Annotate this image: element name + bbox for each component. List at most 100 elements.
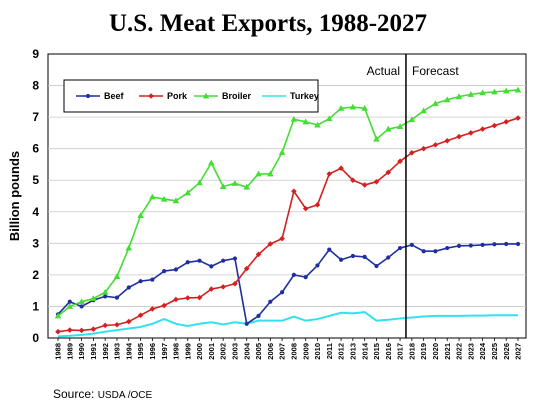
y-tick-label: 5	[32, 173, 39, 187]
broiler-point	[325, 115, 333, 122]
x-tick-label: 2022	[455, 343, 464, 360]
broiler-point	[467, 91, 475, 97]
pork-point	[184, 295, 191, 301]
y-tick-label: 3	[32, 236, 39, 250]
y-tick-label: 0	[32, 331, 39, 345]
x-tick-label: 1992	[101, 343, 110, 360]
broiler-point	[172, 197, 180, 204]
pork-point	[479, 126, 486, 132]
pork-point	[456, 133, 462, 140]
legend-beef-marker	[85, 93, 91, 99]
x-tick-label: 2004	[242, 342, 251, 360]
beef-point	[338, 257, 344, 262]
y-tick-label: 6	[32, 142, 39, 156]
broiler-point	[373, 135, 380, 142]
broiler-point	[184, 189, 192, 196]
pork-point	[491, 122, 498, 129]
broiler-point	[361, 104, 368, 111]
beef-point	[103, 294, 108, 299]
pork-point	[255, 251, 262, 258]
broiler-point	[90, 295, 97, 302]
x-tick-label: 2001	[207, 343, 216, 360]
legend-beef-label: Beef	[104, 91, 125, 101]
beef-point	[515, 241, 521, 247]
pork-point	[302, 205, 309, 212]
beef-point	[315, 263, 320, 268]
pork-point	[161, 302, 167, 309]
x-tick-label: 2017	[396, 343, 405, 360]
x-tick-label: 2021	[443, 343, 452, 360]
legend-broiler-label: Broiler	[222, 91, 252, 101]
x-tick-label: 2023	[466, 343, 475, 360]
x-tick-label: 2020	[431, 343, 440, 360]
y-axis-label: Billion pounds	[7, 151, 22, 241]
beef-point	[456, 243, 462, 248]
x-tick-label: 2026	[502, 343, 511, 360]
pork-point	[420, 145, 427, 152]
beef-point	[221, 258, 226, 263]
legend-pork-label: Pork	[167, 91, 188, 101]
pork-point	[114, 321, 120, 328]
x-tick-label: 2015	[372, 343, 381, 360]
legend-turkey-label: Turkey	[290, 91, 319, 101]
x-tick-label: 2013	[348, 343, 357, 360]
broiler-point	[78, 298, 85, 305]
beef-point	[197, 258, 202, 263]
x-tick-label: 1989	[65, 343, 74, 360]
pork-point	[196, 294, 203, 301]
beef-point	[374, 263, 379, 269]
pork-point	[90, 326, 97, 332]
pork-point	[326, 171, 333, 177]
beef-point	[397, 245, 403, 251]
broiler-point	[502, 87, 510, 94]
x-tick-label: 2011	[325, 343, 334, 359]
beef-point	[504, 241, 509, 247]
beef-point	[433, 249, 438, 254]
x-tick-label: 1994	[124, 342, 133, 360]
turkey-line	[57, 311, 518, 338]
x-tick-label: 2018	[407, 343, 416, 360]
x-tick-label: 2012	[337, 343, 346, 360]
broiler-line	[57, 89, 519, 317]
beef-point	[244, 321, 249, 326]
beef-point	[291, 272, 296, 277]
pork-point	[515, 115, 521, 121]
beef-point	[150, 277, 155, 282]
broiler-point	[66, 303, 74, 309]
beef-point	[209, 264, 214, 269]
legend: Beef Pork Broiler Turkey	[63, 79, 319, 113]
beef-point	[126, 285, 131, 290]
broiler-point	[514, 86, 522, 93]
broiler-point	[54, 312, 62, 319]
beef-point	[445, 245, 450, 251]
beef-point	[232, 256, 238, 261]
y-tick-label: 4	[32, 205, 39, 219]
pork-point	[385, 169, 392, 176]
broiler-point	[219, 183, 227, 190]
pork-point	[137, 312, 144, 319]
pork-point	[468, 130, 474, 136]
pork-line	[57, 117, 519, 333]
source-note: Source: USDA /OCE	[53, 387, 152, 401]
pork-point	[66, 327, 73, 333]
broiler-point	[255, 170, 262, 177]
actual-label: Actual	[367, 64, 400, 78]
x-tick-label: 2005	[254, 343, 263, 360]
broiler-point	[455, 93, 463, 100]
beef-point	[409, 242, 414, 248]
beef-point	[268, 299, 273, 304]
x-tick-label: 1996	[148, 343, 157, 360]
broiler-point	[432, 100, 439, 107]
pork-point	[78, 327, 85, 334]
broiler-point	[337, 104, 345, 111]
x-tick-label: 2008	[289, 343, 298, 360]
broiler-point	[314, 121, 321, 128]
pork-point	[208, 286, 215, 292]
beef-point	[468, 243, 473, 248]
broiler-point	[384, 125, 392, 132]
x-tick-label: 1988	[54, 343, 63, 360]
pork-point	[267, 241, 274, 247]
x-tick-label: 2014	[360, 342, 369, 360]
broiler-point	[278, 149, 286, 155]
